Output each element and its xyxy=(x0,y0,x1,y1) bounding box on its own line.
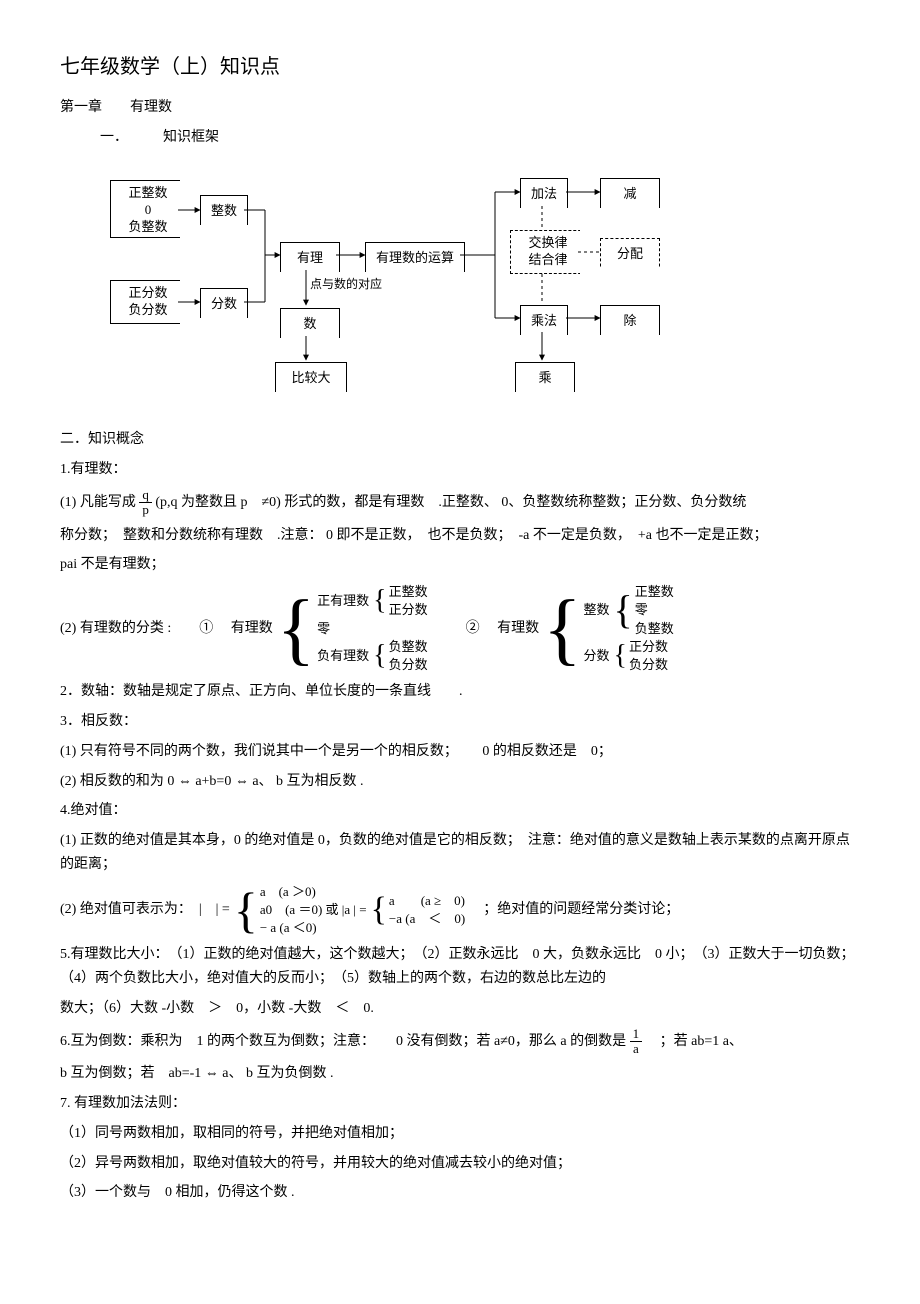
p7-1: （1）同号两数相加，取相同的符号，并把绝对值相加； xyxy=(60,1122,860,1146)
brace-cls2: { 整数 { 正整数 零 负整数 分数 { 正分数 负分数 xyxy=(543,583,674,674)
box-posint: 正整数0负整数 xyxy=(110,180,180,238)
p1-line2: 称分数； 整数和分数统称有理数 .注意： 0 即不是正数， 也不是负数； -a … xyxy=(60,524,860,548)
p6: 6.互为倒数：乘积为 1 的两个数互为倒数；注意： 0 没有倒数；若 a≠0，那… xyxy=(60,1027,860,1057)
p4-2b-r2: −a (a ＜ 0) xyxy=(389,910,465,928)
p1-title: 1.有理数： xyxy=(60,458,860,482)
cls1-a1: 正整数 xyxy=(389,583,428,601)
frac-q: q xyxy=(139,488,152,503)
p1-classification: (2) 有理数的分类 : ① 有理数 { 正有理数 { 正整数 正分数 零 负有… xyxy=(60,583,860,674)
diagram-svg: 正整数0负整数 整数 正分数负分数 分数 有理数 有理数的运算 点与数的对应 数… xyxy=(100,170,740,400)
box-mul: 乘法 xyxy=(520,305,568,335)
cls1-b: 零 xyxy=(317,620,427,638)
p1-line1: (1) 凡能写成 q p (p,q 为整数且 p ≠0) 形式的数，都是有理数 … xyxy=(60,488,860,518)
cls2-a3: 负整数 xyxy=(635,620,674,638)
cls1-a2: 正分数 xyxy=(389,601,428,619)
chapter-heading: 第一章 有理数 xyxy=(60,96,860,120)
p3-2: (2) 相反数的和为 0 ⇔ a+b=0 ⇔ a、 b 互为相反数 . xyxy=(60,770,860,794)
brace-abs1: { a (a ＞0) a0 (a ＝0) 或 |a | = − a (a ＜0) xyxy=(234,883,367,938)
p4-2-r2: a0 (a ＝0) 或 |a | = xyxy=(260,901,367,919)
cls2-b2: 负分数 xyxy=(629,656,668,674)
p5b: 数大；（6）大数 -小数 ＞ 0，小数 -大数 ＜ 0. xyxy=(60,997,860,1021)
p4-2a: (2) 绝对值可表示为： | | = xyxy=(60,898,230,922)
section-2-heading: 二．知识概念 xyxy=(60,428,860,452)
cls2-a2: 零 xyxy=(635,601,674,619)
cls1-a: 正有理数 xyxy=(317,592,369,610)
box-power: 乘 方 xyxy=(515,362,575,392)
brace-abs2: { a (a ≥ 0) −a (a ＜ 0) xyxy=(371,892,466,928)
cls2-a: 整数 xyxy=(584,601,610,619)
p6a: 6.互为倒数：乘积为 1 的两个数互为倒数；注意： 0 没有倒数；若 a≠0，那… xyxy=(60,1034,630,1049)
p4: 4.绝对值： xyxy=(60,799,860,823)
knowledge-framework-diagram: 正整数0负整数 整数 正分数负分数 分数 有理数 有理数的运算 点与数的对应 数… xyxy=(100,170,860,409)
p3-1: (1) 只有符号不同的两个数，我们说其中一个是另一个的相反数； 0 的相反数还是… xyxy=(60,740,860,764)
p4-2-r1: a (a ＞0) xyxy=(260,883,367,901)
p4-2: (2) 绝对值可表示为： | | = { a (a ＞0) a0 (a ＝0) … xyxy=(60,883,860,938)
box-rational-ops: 有理数的运算 xyxy=(365,242,465,272)
label-point-number: 点与数的对应 xyxy=(310,276,382,291)
box-fraction: 分数 xyxy=(200,288,248,318)
page-title: 七年级数学（上）知识点 xyxy=(60,50,860,84)
box-posfrac: 正分数负分数 xyxy=(110,280,180,324)
p1-1b: (p,q 为整数且 p ≠0) 形式的数，都是有理数 .正整数、 0、负整数统称… xyxy=(155,495,746,510)
p7: 7. 有理数加法法则： xyxy=(60,1092,860,1116)
p7-2: （2）异号两数相加，取绝对值较大的符号，并用较大的绝对值减去较小的绝对值； xyxy=(60,1152,860,1176)
cls2-b1: 正分数 xyxy=(629,638,668,656)
cls1-c1: 负整数 xyxy=(389,638,428,656)
p6c: b 互为倒数；若 ab=-1 ⇔ a、 b 互为负倒数 . xyxy=(60,1062,860,1086)
p1-2b: ② 有理数 xyxy=(466,617,540,641)
brace-cls1: { 正有理数 { 正整数 正分数 零 负有理数 { 负整数 负分数 xyxy=(277,583,428,674)
p7-3: （3）一个数与 0 相加，仍得这个数 . xyxy=(60,1181,860,1205)
box-div: 除 法 xyxy=(600,305,660,335)
p5: 5.有理数比大小： （1）正数的绝对值越大，这个数越大； （2）正数永远比 0 … xyxy=(60,943,860,991)
p2: 2．数轴：数轴是规定了原点、正方向、单位长度的一条直线 . xyxy=(60,680,860,704)
box-distrib: 分配律 xyxy=(600,238,660,268)
box-compare: 比较大小 xyxy=(275,362,347,392)
cls1-c2: 负分数 xyxy=(389,656,428,674)
frac-1a: 1 a xyxy=(630,1027,643,1057)
p4-2c: ；绝对值的问题经常分类讨论； xyxy=(469,898,679,922)
box-laws: 交换律结合律 xyxy=(510,230,580,274)
p3: 3．相反数： xyxy=(60,710,860,734)
cls1-c: 负有理数 xyxy=(317,647,369,665)
p4-2b-r1: a (a ≥ 0) xyxy=(389,892,465,910)
frac-1: 1 xyxy=(630,1027,643,1042)
box-number-line: 数 轴 xyxy=(280,308,340,338)
box-integer: 整数 xyxy=(200,195,248,225)
p1-1a: (1) 凡能写成 xyxy=(60,495,139,510)
cls2-b: 分数 xyxy=(584,647,610,665)
p6b: ；若 ab=1 a、 xyxy=(646,1034,743,1049)
box-sub: 减 法 xyxy=(600,178,660,208)
p4-1: (1) 正数的绝对值是其本身，0 的绝对值是 0，负数的绝对值是它的相反数； 注… xyxy=(60,829,860,877)
p4-2-r3: − a (a ＜0) xyxy=(260,919,367,937)
box-rational: 有理数 xyxy=(280,242,340,272)
frac-p: p xyxy=(139,503,152,517)
p1-line3: pai 不是有理数； xyxy=(60,553,860,577)
p1-2a: (2) 有理数的分类 : ① 有理数 xyxy=(60,617,273,641)
section-1-heading: 一． 知识框架 xyxy=(60,126,860,150)
frac-qp: q p xyxy=(139,488,152,518)
cls2-a1: 正整数 xyxy=(635,583,674,601)
frac-a: a xyxy=(630,1042,643,1056)
box-add: 加法 xyxy=(520,178,568,208)
